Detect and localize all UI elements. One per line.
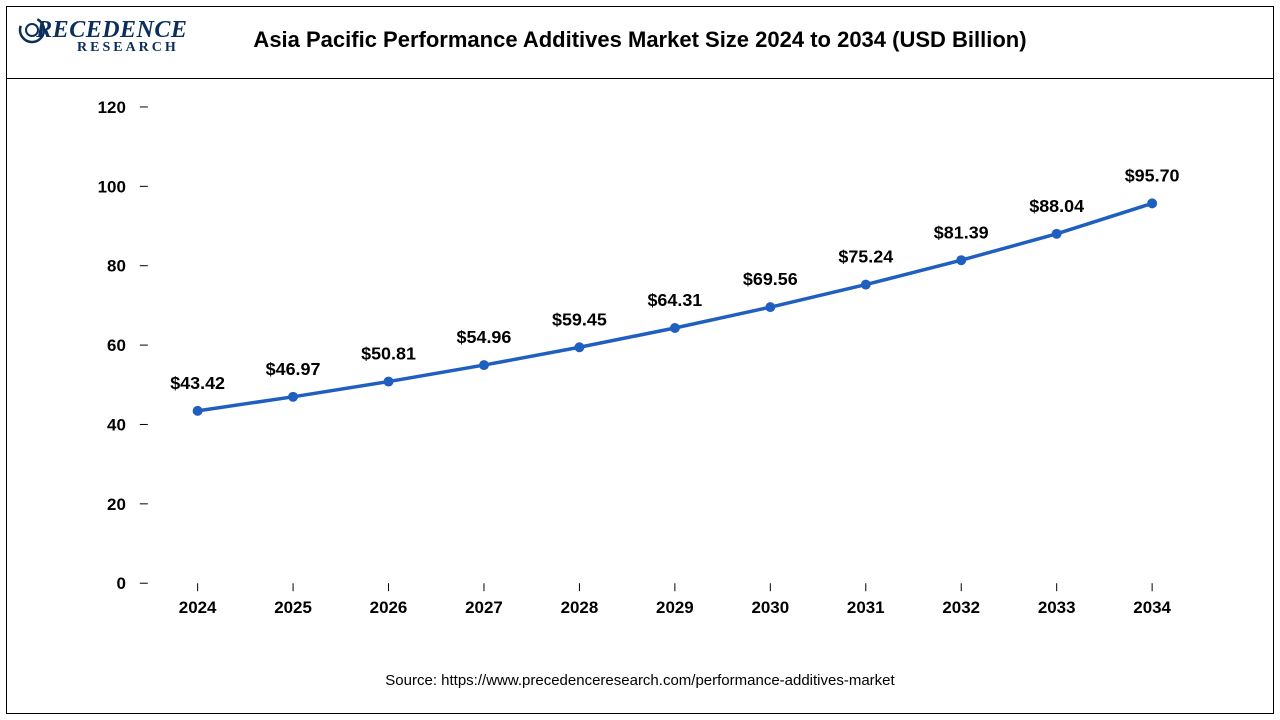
x-tick-label: 2030	[751, 598, 789, 617]
y-tick-label: 120	[98, 98, 126, 117]
source-text: Source: https://www.precedenceresearch.c…	[385, 672, 894, 689]
data-label: $69.56	[743, 269, 798, 289]
logo: PRECEDENCE RESEARCH	[21, 17, 201, 69]
data-marker	[384, 377, 394, 387]
y-tick-label: 20	[107, 495, 126, 514]
data-marker	[1147, 198, 1157, 208]
data-marker	[479, 360, 489, 370]
data-label: $54.96	[457, 327, 512, 347]
plot-area: 0 20 40 60 80 100 120 2024 2025 2026 2027 2028 2029 2…	[47, 97, 1233, 643]
x-tick-label: 2031	[847, 598, 885, 617]
data-marker	[861, 280, 871, 290]
data-label: $43.42	[170, 373, 225, 393]
header-bar: PRECEDENCE RESEARCH Asia Pacific Perform…	[7, 7, 1273, 79]
data-label: $50.81	[361, 344, 416, 364]
x-tick-label: 2025	[274, 598, 312, 617]
line-chart: 0 20 40 60 80 100 120 2024 2025 2026 2027 2028 2029 2…	[47, 97, 1233, 643]
data-label: $95.70	[1125, 165, 1180, 185]
x-tick-label: 2032	[942, 598, 980, 617]
chart-title: Asia Pacific Performance Additives Marke…	[253, 27, 1026, 53]
data-marker	[193, 406, 203, 416]
data-label: $59.45	[552, 309, 607, 329]
x-tick-label: 2027	[465, 598, 503, 617]
data-marker	[765, 302, 775, 312]
data-marker	[956, 255, 966, 265]
x-tick-label: 2024	[179, 598, 217, 617]
data-label: $64.31	[647, 290, 702, 310]
y-tick-label: 40	[107, 415, 126, 434]
data-marker	[574, 342, 584, 352]
chart-container: PRECEDENCE RESEARCH Asia Pacific Perform…	[6, 6, 1274, 714]
y-tick-label: 100	[98, 177, 126, 196]
x-tick-label: 2026	[370, 598, 408, 617]
y-tick-label: 60	[107, 336, 126, 355]
x-tick-label: 2028	[561, 598, 599, 617]
data-label: $46.97	[266, 359, 321, 379]
data-label: $75.24	[838, 247, 893, 267]
x-tick-label: 2029	[656, 598, 694, 617]
data-marker	[670, 323, 680, 333]
x-tick-label: 2033	[1038, 598, 1076, 617]
data-marker	[288, 392, 298, 402]
y-tick-label: 0	[116, 574, 125, 593]
data-marker	[1052, 229, 1062, 239]
y-tick-label: 80	[107, 257, 126, 276]
data-label: $88.04	[1029, 196, 1084, 216]
data-label: $81.39	[934, 222, 989, 242]
x-tick-label: 2034	[1133, 598, 1171, 617]
